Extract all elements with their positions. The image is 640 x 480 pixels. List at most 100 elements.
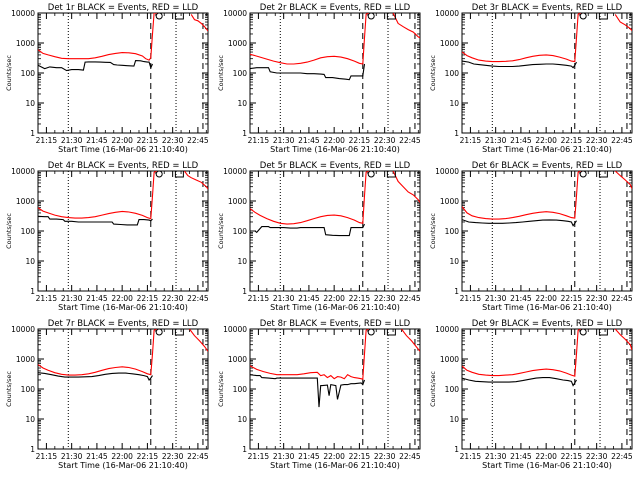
events-series-line — [250, 223, 365, 237]
y-tick-label: 10 — [449, 415, 459, 424]
y-tick-label: 100 — [233, 69, 248, 78]
x-tick-label: 22:30 — [374, 136, 396, 145]
events-series-line — [38, 215, 153, 226]
x-axis-title: Start Time (16-Mar-06 21:10:40) — [58, 303, 188, 312]
detector-panel: Det 1r BLACK = Events, RED = LLD Counts/s… — [5, 3, 209, 154]
events-series-line — [38, 60, 153, 72]
traces — [38, 329, 208, 381]
y-tick-label: 10 — [237, 415, 247, 424]
y-tick-label: 10000 — [223, 9, 247, 18]
y-tick-label: 10 — [25, 415, 35, 424]
events-series-line — [250, 63, 366, 81]
x-tick-label: 22:30 — [586, 294, 608, 303]
x-tick-label: 21:45 — [86, 294, 108, 303]
saturation-marker-square — [598, 171, 608, 178]
plot-frame — [461, 12, 633, 134]
x-tick-label: 22:00 — [111, 452, 133, 461]
saturation-marker-square — [598, 13, 608, 20]
lld-series-line — [462, 13, 582, 63]
y-tick-label: 1 — [242, 129, 247, 138]
saturation-marker-square — [386, 13, 396, 20]
y-tick-label: 1000 — [228, 197, 247, 206]
x-tick-label: 22:15 — [137, 294, 159, 303]
x-axis-title: Start Time (16-Mar-06 21:10:40) — [482, 303, 612, 312]
saturation-marker-square — [598, 329, 608, 336]
saturation-marker-square — [386, 329, 396, 336]
lld-series-line — [38, 329, 158, 376]
x-tick-label: 22:30 — [162, 294, 184, 303]
x-tick-label: 22:45 — [611, 136, 633, 145]
panel-title: Det 9r BLACK = Events, RED = LLD — [472, 319, 623, 329]
saturation-marker-circle — [579, 328, 587, 336]
saturation-marker-square — [174, 329, 184, 336]
x-tick-label: 22:15 — [349, 136, 371, 145]
x-tick-label: 21:30 — [485, 294, 507, 303]
x-tick-label: 22:15 — [137, 452, 159, 461]
y-tick-label: 10000 — [11, 167, 35, 176]
plot-frame — [249, 328, 421, 450]
y-axis-label: Counts/sec — [5, 55, 13, 91]
x-tick-label: 22:30 — [586, 452, 608, 461]
lld-series-line — [189, 329, 208, 352]
y-tick-label: 1 — [30, 287, 35, 296]
y-axis-label: Counts/sec — [5, 213, 13, 249]
panel-title: Det 3r BLACK = Events, RED = LLD — [472, 3, 623, 13]
y-tick-label: 1000 — [440, 197, 459, 206]
x-tick-label: 22:15 — [561, 452, 583, 461]
y-tick-label: 1 — [454, 129, 459, 138]
y-axis-label: Counts/sec — [217, 213, 225, 249]
y-tick-label: 100 — [233, 385, 248, 394]
x-tick-label: 22:15 — [349, 452, 371, 461]
lld-series-line — [38, 171, 158, 220]
x-tick-label: 21:45 — [510, 294, 532, 303]
saturation-marker-circle — [367, 170, 375, 178]
y-tick-label: 1000 — [16, 197, 35, 206]
traces — [38, 171, 208, 226]
detector-panel: Det 8r BLACK = Events, RED = LLD Counts/s… — [217, 319, 421, 470]
x-axis-title: Start Time (16-Mar-06 21:10:40) — [270, 461, 400, 470]
saturation-marker-circle — [579, 170, 587, 178]
lld-series-line — [250, 13, 370, 65]
y-tick-label: 10000 — [223, 325, 247, 334]
detector-panel: Det 5r BLACK = Events, RED = LLD Counts/s… — [217, 161, 421, 312]
lld-series-line — [614, 329, 632, 351]
y-tick-label: 1000 — [440, 355, 459, 364]
x-tick-label: 22:00 — [323, 294, 345, 303]
x-axis-title: Start Time (16-Mar-06 21:10:40) — [482, 145, 612, 154]
x-tick-label: 21:45 — [298, 452, 320, 461]
y-axis-label: Counts/sec — [217, 371, 225, 407]
y-tick-label: 10 — [449, 99, 459, 108]
x-tick-label: 21:15 — [36, 294, 58, 303]
lld-series-line — [462, 171, 582, 220]
detector-panel: Det 6r BLACK = Events, RED = LLD Counts/s… — [429, 161, 633, 312]
events-series-line — [462, 219, 577, 227]
x-tick-label: 21:45 — [298, 294, 320, 303]
x-tick-label: 21:15 — [248, 452, 270, 461]
y-tick-label: 1000 — [16, 39, 35, 48]
saturation-marker-circle — [579, 12, 587, 20]
x-tick-label: 22:00 — [111, 294, 133, 303]
panel-title: Det 1r BLACK = Events, RED = LLD — [48, 3, 199, 13]
y-axis-label: Counts/sec — [217, 55, 225, 91]
plot-frame — [37, 328, 209, 450]
y-tick-label: 100 — [233, 227, 248, 236]
y-axis-label: Counts/sec — [429, 371, 437, 407]
lld-series-line — [250, 171, 370, 225]
panel-title: Det 5r BLACK = Events, RED = LLD — [260, 161, 411, 171]
x-tick-label: 21:45 — [298, 136, 320, 145]
x-tick-label: 22:45 — [187, 136, 209, 145]
plot-frame — [461, 328, 633, 450]
saturation-marker-square — [174, 171, 184, 178]
x-tick-label: 21:45 — [86, 452, 108, 461]
y-tick-label: 10000 — [223, 167, 247, 176]
lld-series-line — [614, 14, 632, 31]
x-axis-title: Start Time (16-Mar-06 21:10:40) — [58, 145, 188, 154]
y-axis-label: Counts/sec — [429, 55, 437, 91]
x-tick-label: 22:30 — [162, 452, 184, 461]
traces — [38, 13, 208, 72]
detector-panel: Det 3r BLACK = Events, RED = LLD Counts/s… — [429, 3, 633, 154]
y-tick-label: 1 — [30, 129, 35, 138]
saturation-marker-circle — [155, 12, 163, 20]
x-tick-label: 21:15 — [248, 136, 270, 145]
x-axis-title: Start Time (16-Mar-06 21:10:40) — [270, 303, 400, 312]
